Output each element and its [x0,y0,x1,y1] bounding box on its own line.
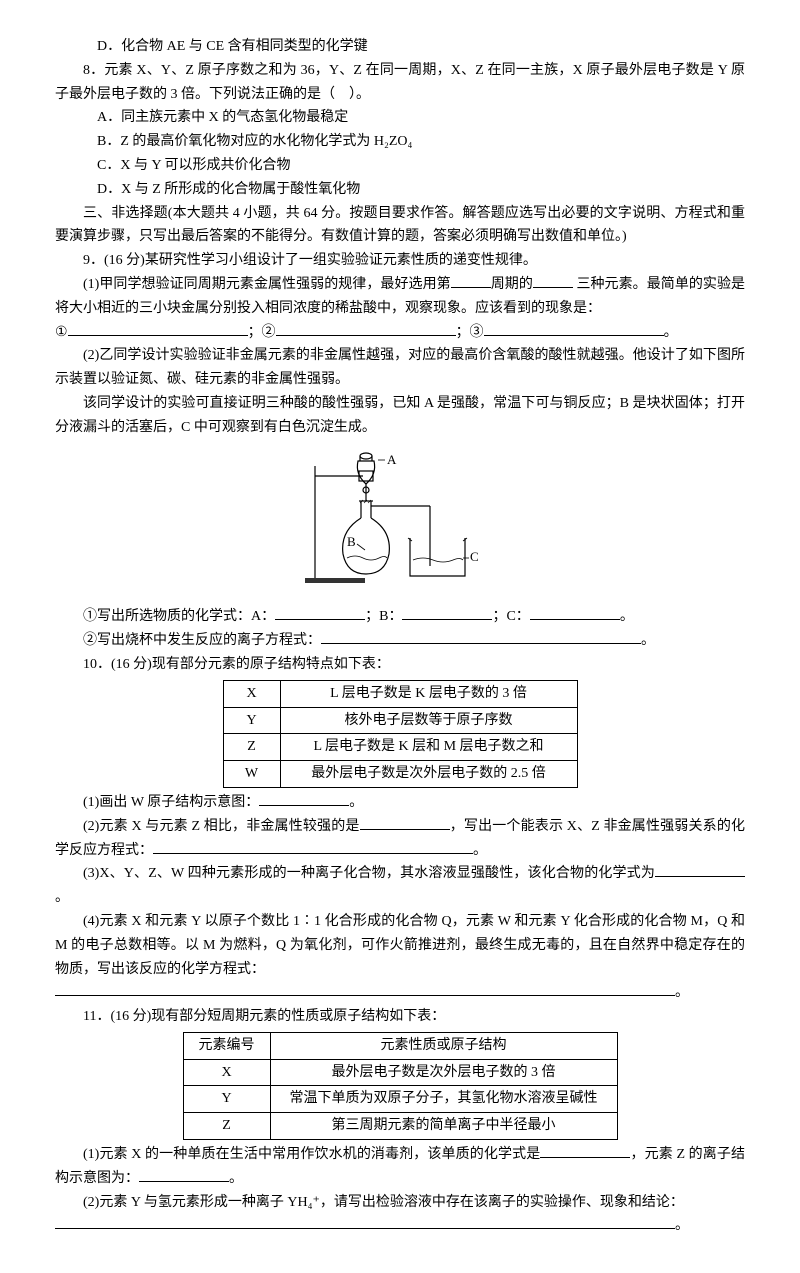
table-row: XL 层电子数是 K 层电子数的 3 倍 [223,680,577,707]
q8-a: A．同主族元素中 X 的气态氢化物最稳定 [55,106,745,130]
q9-sub2-text: ②写出烧杯中发生反应的离子方程式： [83,633,321,648]
blank [68,321,248,336]
blank [655,862,745,877]
apparatus-figure: A B C [55,446,745,600]
cell: Y [183,1086,270,1113]
q11-table: 元素编号元素性质或原子结构 X最外层电子数是次外层电子数的 3 倍 Y常温下单质… [183,1032,618,1140]
q10-p4-blank: 。 [55,981,745,1005]
cell: 元素编号 [183,1032,270,1059]
q8-stem: 8．元素 X、Y、Z 原子序数之和为 36，Y、Z 在同一周期，X、Z 在同一主… [55,59,745,107]
q9-sub1a: ①写出所选物质的化学式：A： [83,609,275,624]
table-row: X最外层电子数是次外层电子数的 3 倍 [183,1059,617,1086]
q9-p1: (1)甲同学想验证同周期元素金属性强弱的规律，最好选用第周期的 三种元素。最简单… [55,273,745,321]
svg-text:B: B [347,534,356,549]
mark1: ① [55,325,68,340]
blank [530,605,620,620]
q8-d: D．X 与 Z 所形成的化合物属于酸性氧化物 [55,178,745,202]
cell: Z [223,734,280,761]
q10-table: XL 层电子数是 K 层电子数的 3 倍 Y核外电子层数等于原子序数 ZL 层电… [223,680,578,788]
q11-p1a: (1)元素 X 的一种单质在生活中常用作饮水机的消毒剂，该单质的化学式是 [83,1147,540,1162]
cell: Y [223,707,280,734]
q9-sub1c: ；C： [492,609,529,624]
blank [153,839,473,854]
q10-p1: (1)画出 W 原子结构示意图： 。 [55,791,745,815]
q10-p1-end: 。 [349,795,363,810]
q9-sub2-end: 。 [641,633,655,648]
q11-p1: (1)元素 X 的一种单质在生活中常用作饮水机的消毒剂，该单质的化学式是，元素 … [55,1143,745,1191]
blank [276,321,456,336]
q10-p3: (3)X、Y、Z、W 四种元素形成的一种离子化合物，其水溶液显强酸性，该化合物的… [55,862,745,910]
blank [139,1167,229,1182]
q10-p3a: (3)X、Y、Z、W 四种元素形成的一种离子化合物，其水溶液显强酸性，该化合物的… [83,866,655,881]
q10-p2: (2)元素 X 与元素 Z 相比，非金属性较强的是，写出一个能表示 X、Z 非金… [55,815,745,863]
q9-p1a: (1)甲同学想验证同周期元素金属性强弱的规律，最好选用第 [83,277,451,292]
q7-d: D．化合物 AE 与 CE 含有相同类型的化学键 [55,35,745,59]
q10-p4a: (4)元素 X 和元素 Y 以原子个数比 1∶1 化合形成的化合物 Q，元素 W… [55,914,745,977]
blank [540,1143,630,1158]
table-row: Z第三周期元素的简单离子中半径最小 [183,1113,617,1140]
table-row: Y核外电子层数等于原子序数 [223,707,577,734]
section3-heading: 三、非选择题(本大题共 4 小题，共 64 分。按题目要求作答。解答题应选写出必… [55,202,745,250]
cell: X [183,1059,270,1086]
blank [259,791,349,806]
q8-b: B．Z 的最高价氧化物对应的水化物化学式为 H₂ZO₄ [55,130,745,154]
q10-title: 10．(16 分)现有部分元素的原子结构特点如下表： [55,653,745,677]
q11-title: 11．(16 分)现有部分短周期元素的性质或原子结构如下表： [55,1005,745,1029]
q9-sub1d: 。 [620,609,634,624]
q9-sub1: ①写出所选物质的化学式：A： ；B： ；C： 。 [55,605,745,629]
q10-p2-end: 。 [473,843,487,858]
svg-text:C: C [470,549,479,564]
blank [55,981,675,996]
table-row: Y常温下单质为双原子分子，其氢化物水溶液呈碱性 [183,1086,617,1113]
q10-p3-end: 。 [55,890,69,905]
table-row: 元素编号元素性质或原子结构 [183,1032,617,1059]
q9-p2b: 该同学设计的实验可直接证明三种酸的酸性强弱，已知 A 是强酸，常温下可与铜反应；… [55,392,745,440]
cell: W [223,761,280,788]
mark3: ；③ [456,325,484,340]
q10-p4-end: 。 [675,985,689,1000]
q9-marks: ① ；② ；③ 。 [55,321,745,345]
table-row: ZL 层电子数是 K 层和 M 层电子数之和 [223,734,577,761]
blank [321,629,641,644]
q9-p1b: 周期的 [491,277,533,292]
cell: L 层电子数是 K 层电子数的 3 倍 [280,680,577,707]
q11-p2-blank: 。 [55,1214,745,1238]
cell: Z [183,1113,270,1140]
blank [451,273,491,288]
svg-text:A: A [387,452,397,467]
mark-end: 。 [664,325,678,340]
cell: 最外层电子数是次外层电子数的 2.5 倍 [280,761,577,788]
mark2: ；② [248,325,276,340]
q9-sub2: ②写出烧杯中发生反应的离子方程式： 。 [55,629,745,653]
cell: 元素性质或原子结构 [270,1032,617,1059]
blank [55,1214,675,1229]
blank [275,605,365,620]
blank [402,605,492,620]
q9-title: 9．(16 分)某研究性学习小组设计了一组实验验证元素性质的递变性规律。 [55,249,745,273]
blank [533,273,573,288]
cell: 第三周期元素的简单离子中半径最小 [270,1113,617,1140]
q11-p2a: (2)元素 Y 与氢元素形成一种离子 YH₄⁺，请写出检验溶液中存在该离子的实验… [83,1195,684,1210]
q11-p2-end: 。 [675,1218,689,1233]
cell: 最外层电子数是次外层电子数的 3 倍 [270,1059,617,1086]
q10-p4: (4)元素 X 和元素 Y 以原子个数比 1∶1 化合形成的化合物 Q，元素 W… [55,910,745,981]
q8-c: C．X 与 Y 可以形成共价化合物 [55,154,745,178]
q11-p1-end: 。 [229,1171,243,1186]
q10-p1-text: (1)画出 W 原子结构示意图： [83,795,259,810]
cell: L 层电子数是 K 层和 M 层电子数之和 [280,734,577,761]
cell: 核外电子层数等于原子序数 [280,707,577,734]
q11-p2: (2)元素 Y 与氢元素形成一种离子 YH₄⁺，请写出检验溶液中存在该离子的实验… [55,1191,745,1215]
cell: X [223,680,280,707]
q9-p2a: (2)乙同学设计实验验证非金属元素的非金属性越强，对应的最高价含氧酸的酸性就越强… [55,344,745,392]
blank [360,815,450,830]
q9-sub1b: ；B： [365,609,402,624]
q10-p2a: (2)元素 X 与元素 Z 相比，非金属性较强的是 [83,819,360,834]
cell: 常温下单质为双原子分子，其氢化物水溶液呈碱性 [270,1086,617,1113]
table-row: W最外层电子数是次外层电子数的 2.5 倍 [223,761,577,788]
blank [484,321,664,336]
